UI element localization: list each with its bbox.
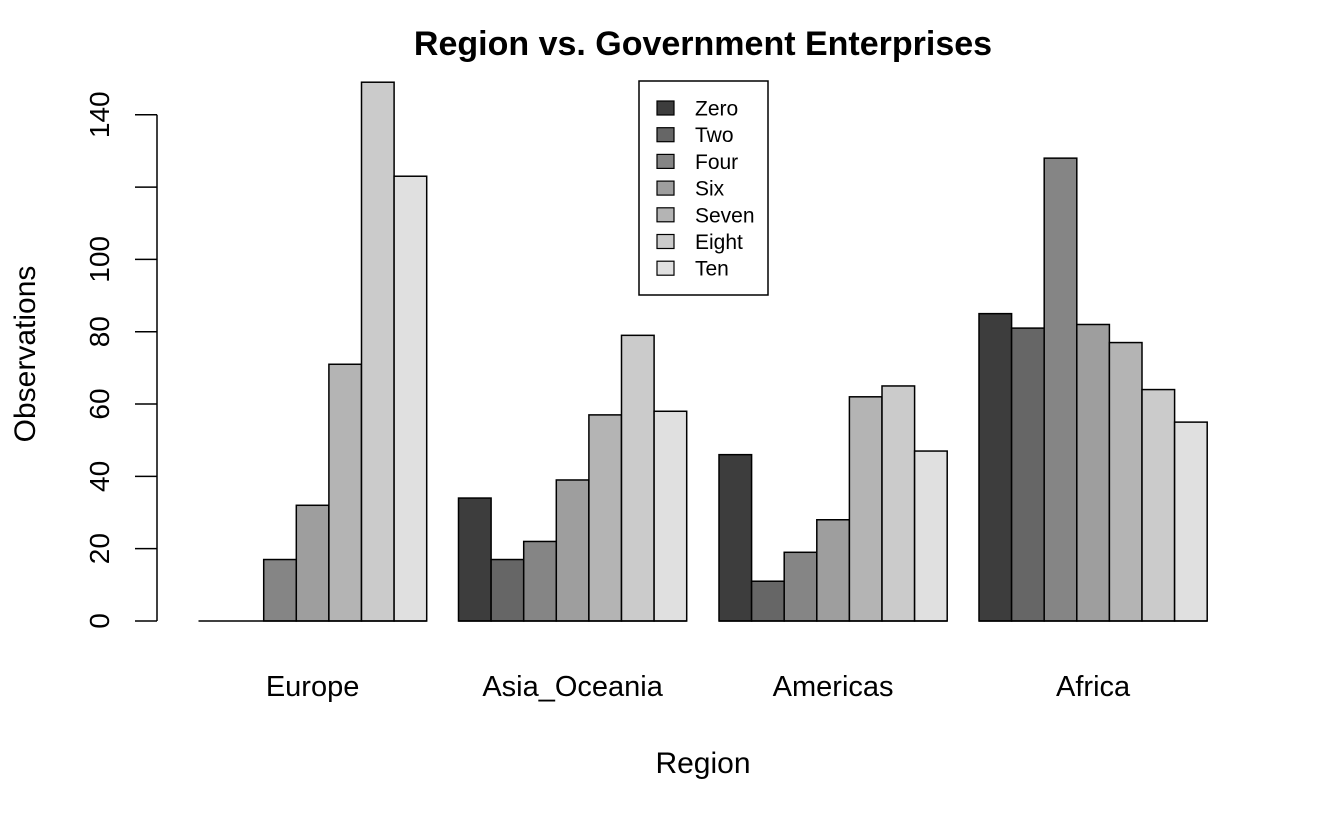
bar (555, 479, 590, 622)
y-axis-label: Observations (9, 266, 42, 443)
bar (848, 396, 883, 622)
bar (262, 558, 298, 622)
y-axis: 0 20 40 60 80 100 140 (84, 91, 158, 629)
bar (1173, 421, 1208, 622)
legend-label: Eight (695, 231, 743, 254)
legend-box (638, 80, 769, 296)
x-category-label: Africa (1056, 671, 1131, 703)
bar (1141, 388, 1176, 622)
x-category-label: Americas (773, 671, 894, 703)
x-category-label: Europe (266, 671, 360, 703)
legend-swatch (656, 260, 675, 276)
bar (913, 450, 948, 622)
bar (718, 453, 753, 622)
y-tick-label: 60 (84, 388, 115, 419)
y-tick-label: 80 (84, 316, 115, 347)
legend-label: Seven (695, 204, 755, 227)
legend-swatch (656, 233, 675, 250)
bar (1010, 327, 1045, 622)
bar (653, 410, 688, 622)
legend-swatch (656, 100, 675, 116)
y-tick-label: 100 (84, 236, 115, 283)
legend-label: Four (695, 151, 738, 174)
bar (1076, 323, 1111, 622)
bar (783, 551, 818, 622)
category-labels: Europe Asia_Oceania Americas Africa (266, 671, 1131, 703)
legend-swatch (656, 127, 675, 143)
bar (978, 312, 1013, 622)
bar (490, 558, 525, 622)
bar (360, 81, 395, 622)
bar (620, 334, 655, 622)
bar (881, 385, 916, 622)
chart-title: Region vs. Government Enterprises (414, 25, 992, 63)
bar (393, 175, 428, 622)
legend-swatch (656, 207, 675, 223)
legend-label: Two (695, 124, 734, 147)
bar (816, 519, 851, 622)
y-tick-label: 40 (84, 461, 115, 492)
bar (588, 414, 623, 622)
bar (522, 540, 558, 622)
y-tick-label: 20 (84, 533, 115, 564)
legend-label: Six (695, 178, 725, 201)
bars-group (198, 81, 1208, 622)
bar (1043, 157, 1078, 622)
x-axis-label: Region (655, 747, 750, 780)
legend-label: Ten (695, 258, 729, 281)
legend-swatch (656, 153, 675, 169)
bar (295, 504, 330, 622)
x-category-label: Asia_Oceania (482, 671, 663, 703)
bar (328, 363, 363, 622)
legend-swatch (656, 180, 675, 196)
legend-label: Zero (695, 98, 738, 121)
y-tick-label: 0 (84, 613, 115, 629)
bar (457, 497, 492, 622)
bar (1108, 341, 1143, 622)
y-tick-label: 140 (84, 91, 115, 138)
legend: Zero Two Four Six Seven Eight Ten (638, 80, 769, 296)
bar (750, 580, 785, 622)
